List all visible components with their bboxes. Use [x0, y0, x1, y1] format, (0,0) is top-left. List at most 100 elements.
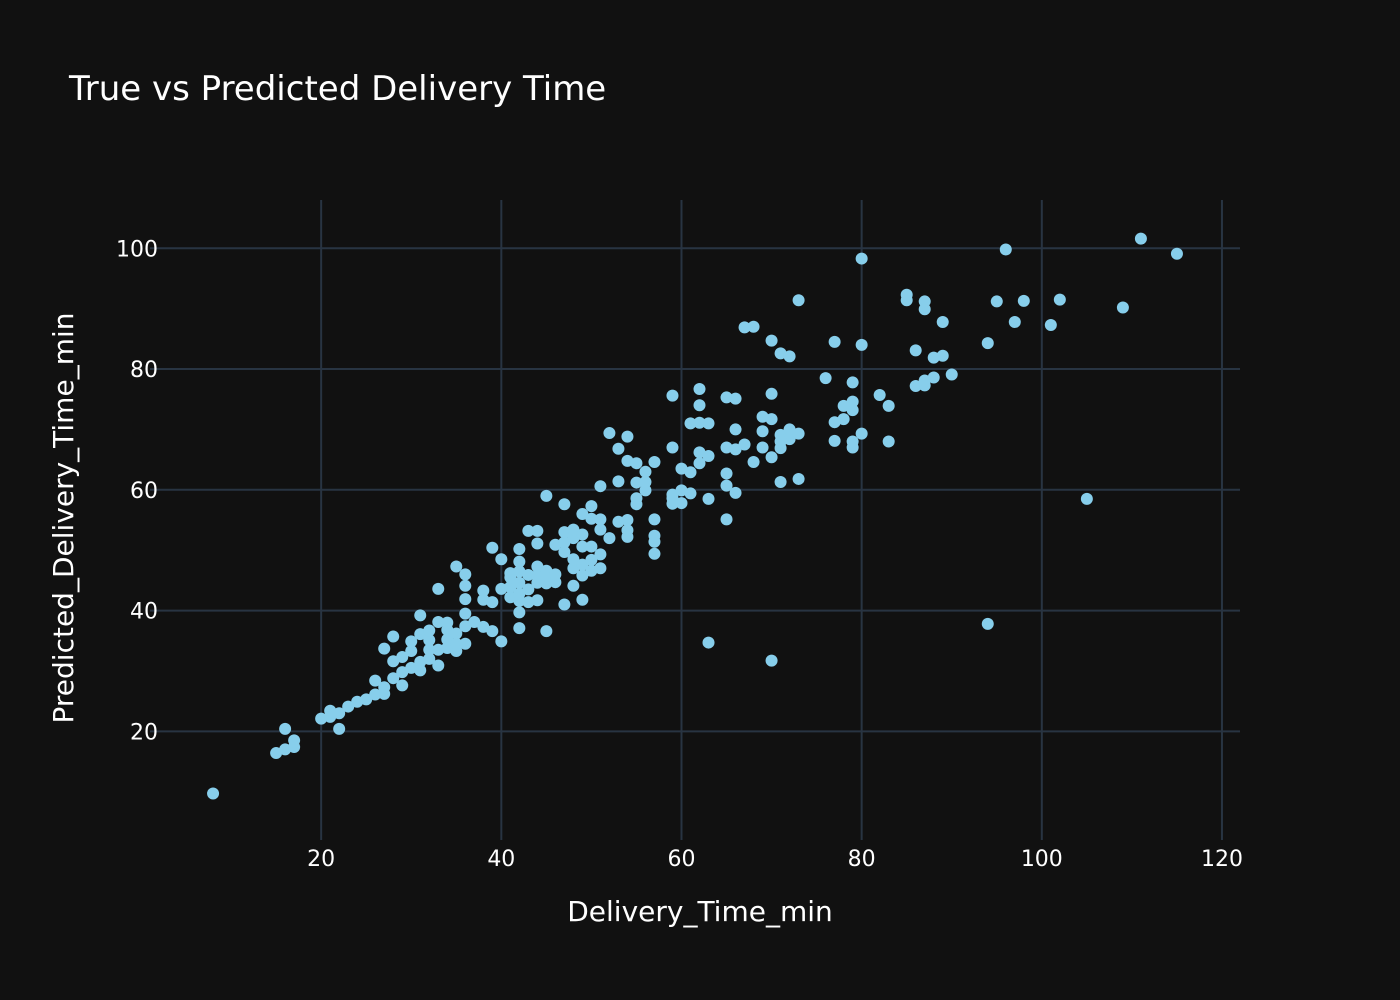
- data-point: [1017, 294, 1030, 307]
- data-point: [747, 320, 760, 333]
- data-point: [675, 484, 688, 497]
- data-point: [567, 562, 580, 575]
- data-point: [333, 722, 346, 735]
- data-point: [720, 479, 733, 492]
- data-point: [558, 546, 571, 558]
- data-point: [1080, 492, 1093, 505]
- data-point: [513, 606, 526, 619]
- data-point: [513, 565, 526, 578]
- data-point: [414, 664, 427, 677]
- data-point: [567, 553, 580, 566]
- data-point: [576, 593, 589, 606]
- y-axis-title: Predicted_Delivery_Time_min: [47, 313, 80, 724]
- data-point: [369, 674, 382, 687]
- data-point: [279, 722, 292, 735]
- data-point: [585, 564, 598, 577]
- data-point: [828, 335, 841, 348]
- data-point: [207, 787, 220, 800]
- data-point: [585, 553, 598, 566]
- data-point: [405, 661, 418, 674]
- data-point: [405, 645, 418, 658]
- data-point: [432, 643, 445, 656]
- data-point: [513, 622, 526, 635]
- x-axis-title: Delivery_Time_min: [567, 895, 833, 928]
- data-point: [513, 576, 526, 589]
- y-tick-label: 60: [130, 479, 158, 504]
- data-point: [540, 489, 553, 502]
- data-point: [693, 457, 706, 470]
- data-point: [324, 710, 337, 723]
- data-point: [936, 315, 949, 328]
- data-point: [666, 488, 679, 501]
- data-point: [1008, 315, 1021, 328]
- data-point: [558, 536, 571, 549]
- data-point: [477, 584, 490, 597]
- data-point: [504, 591, 517, 604]
- data-point: [567, 579, 580, 592]
- data-point: [342, 700, 355, 713]
- data-point: [738, 321, 751, 334]
- data-point: [612, 442, 625, 455]
- data-point: [792, 294, 805, 307]
- data-point: [333, 707, 346, 720]
- data-point: [459, 620, 472, 633]
- data-point: [828, 434, 841, 447]
- data-point: [855, 252, 868, 265]
- data-point: [576, 507, 589, 520]
- data-point: [729, 443, 742, 456]
- data-point: [765, 413, 778, 426]
- data-point: [396, 666, 409, 679]
- data-point: [441, 642, 454, 654]
- data-point: [846, 395, 859, 408]
- data-point: [693, 399, 706, 412]
- data-point: [756, 425, 769, 438]
- x-tick-label: 60: [667, 847, 695, 872]
- data-point: [531, 569, 544, 582]
- data-point: [612, 515, 625, 528]
- data-point: [621, 454, 634, 467]
- data-point: [774, 428, 787, 441]
- data-point: [720, 391, 733, 404]
- x-tick-label: 80: [848, 847, 876, 872]
- data-point: [684, 487, 697, 500]
- data-point: [450, 627, 463, 640]
- data-point: [846, 376, 859, 389]
- data-point: [423, 634, 436, 647]
- data-point: [567, 523, 580, 536]
- data-point: [792, 427, 805, 440]
- data-point: [756, 410, 769, 423]
- data-point: [765, 654, 778, 667]
- data-point: [396, 651, 409, 664]
- data-point: [882, 399, 895, 412]
- y-tick-label: 80: [130, 358, 158, 383]
- data-point: [828, 416, 841, 429]
- data-point: [387, 672, 400, 685]
- data-point: [702, 492, 715, 505]
- data-point: [648, 513, 661, 526]
- data-point: [378, 642, 391, 655]
- data-point: [855, 427, 868, 440]
- data-point: [648, 547, 661, 560]
- data-point: [558, 526, 571, 539]
- data-point: [900, 288, 913, 301]
- data-point: [522, 524, 535, 537]
- data-point: [387, 630, 400, 643]
- data-point: [666, 389, 679, 402]
- data-point: [423, 652, 436, 665]
- x-tick-label: 20: [307, 847, 335, 872]
- data-point: [720, 467, 733, 480]
- data-point: [819, 372, 832, 385]
- data-point: [576, 528, 589, 541]
- data-point: [1134, 232, 1147, 245]
- data-point: [639, 475, 652, 488]
- data-point: [423, 643, 436, 656]
- data-point: [594, 562, 607, 575]
- data-point: [846, 435, 859, 448]
- data-point: [675, 462, 688, 475]
- data-point: [729, 392, 742, 405]
- data-point: [702, 417, 715, 430]
- data-point: [927, 371, 940, 384]
- data-point: [729, 486, 742, 499]
